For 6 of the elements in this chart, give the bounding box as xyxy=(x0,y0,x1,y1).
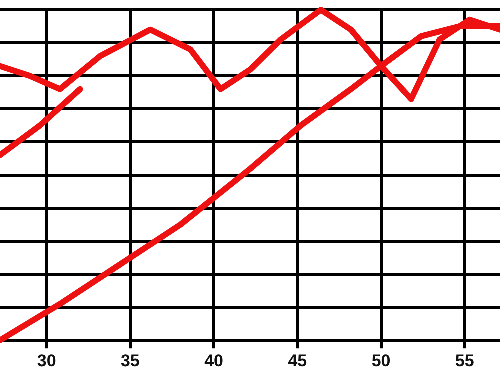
x-tick-label: 30 xyxy=(37,351,56,370)
x-tick-label: 45 xyxy=(288,351,308,370)
x-tick-label: 35 xyxy=(120,351,140,370)
x-tick-label: 55 xyxy=(455,351,474,370)
x-tick-label: 50 xyxy=(372,351,391,370)
x-tick-label: 40 xyxy=(204,351,224,370)
